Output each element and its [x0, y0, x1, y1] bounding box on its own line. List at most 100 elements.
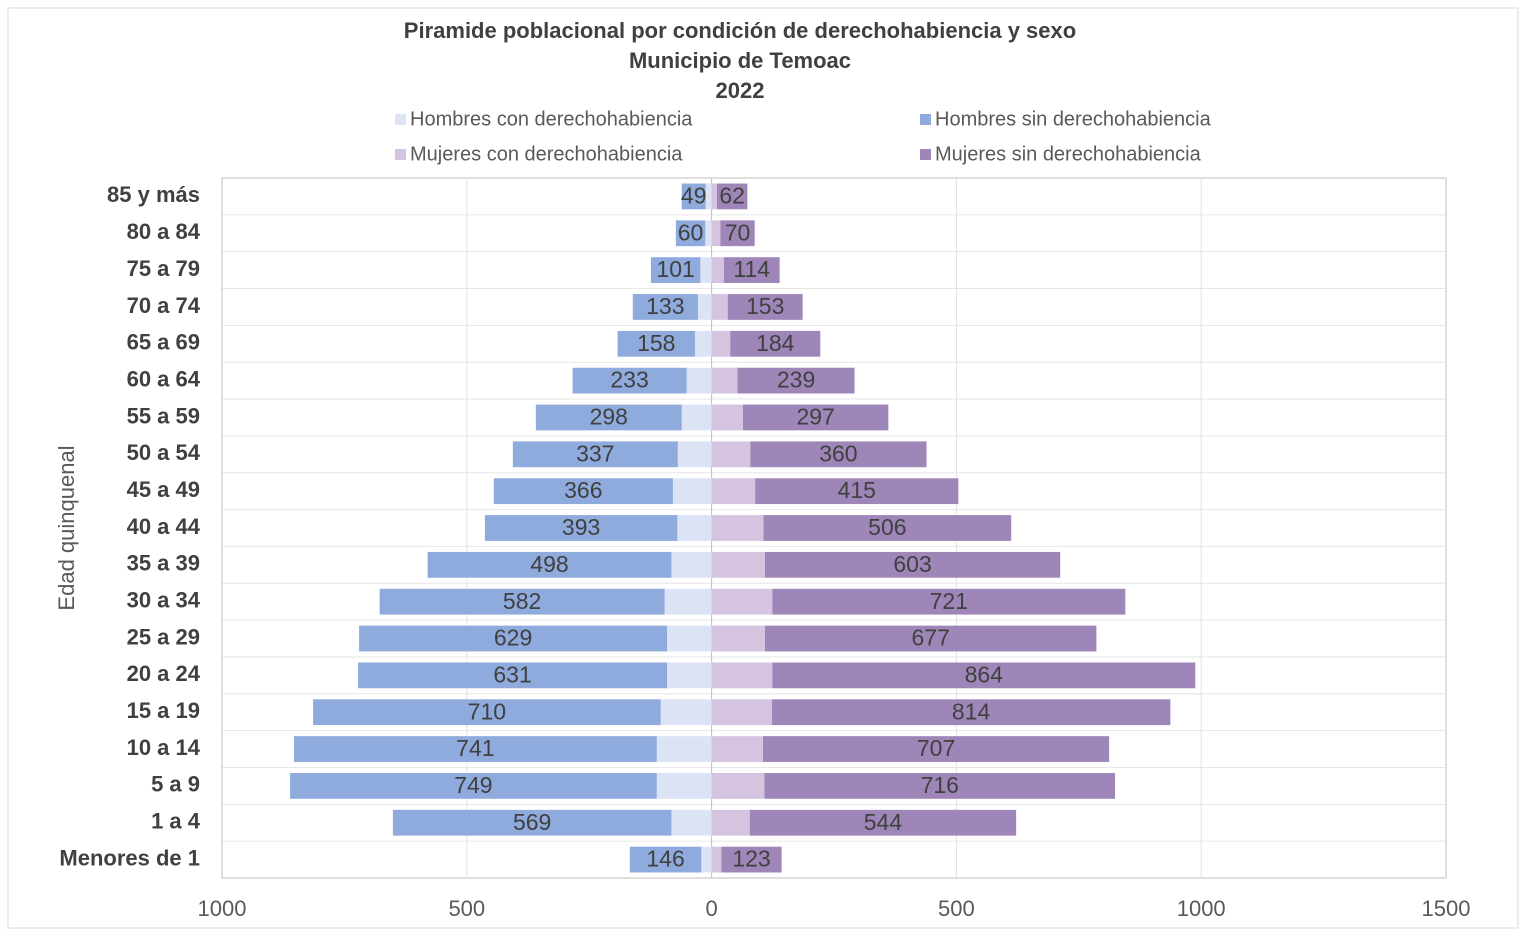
- data-label: 741: [456, 735, 494, 761]
- data-label: 60: [678, 219, 704, 245]
- x-tick-label: 500: [938, 896, 975, 921]
- y-tick-label: 55 a 59: [127, 403, 200, 428]
- bar: [723, 257, 780, 283]
- bar: [701, 846, 712, 873]
- bar: [711, 257, 724, 283]
- bar: [293, 736, 657, 762]
- bar: [772, 662, 1196, 689]
- x-tick-label: 0: [705, 896, 717, 921]
- bar: [716, 183, 748, 210]
- x-tick-label: 500: [448, 896, 485, 921]
- y-tick-label: 80 a 84: [127, 219, 201, 244]
- data-label: 677: [912, 625, 950, 651]
- bar: [711, 588, 773, 615]
- bar: [711, 662, 773, 689]
- bar: [764, 625, 1097, 652]
- data-label: 716: [921, 772, 959, 798]
- bar: [764, 773, 1116, 799]
- bar: [730, 330, 821, 357]
- bar: [721, 846, 782, 873]
- y-tick-label: Menores de 1: [59, 845, 200, 870]
- data-label: 123: [732, 846, 770, 872]
- y-tick-label: 10 a 14: [127, 735, 201, 760]
- data-label: 721: [930, 588, 968, 614]
- y-tick-label: 40 a 44: [127, 514, 201, 539]
- bar: [660, 699, 712, 726]
- y-tick-label: 5 a 9: [151, 772, 200, 797]
- bar: [711, 294, 728, 320]
- bar: [711, 515, 764, 541]
- bar: [764, 551, 1061, 578]
- data-label: 393: [562, 514, 600, 540]
- bar: [632, 294, 698, 320]
- bar: [656, 773, 712, 799]
- bar: [359, 625, 668, 652]
- bar: [711, 330, 731, 357]
- data-label: 544: [864, 809, 903, 835]
- bar: [672, 478, 712, 505]
- data-label: 49: [681, 182, 707, 208]
- y-axis-label: Edad quinquenal: [54, 445, 79, 610]
- bar: [737, 367, 855, 394]
- bar: [493, 478, 673, 505]
- bar: [763, 736, 1110, 762]
- y-tick-label: 50 a 54: [127, 440, 201, 465]
- bar: [711, 551, 765, 578]
- legend-label: Hombres con derechohabiencia: [410, 108, 693, 130]
- y-tick-label: 1 a 4: [151, 809, 201, 834]
- bar: [711, 809, 750, 836]
- bar: [711, 441, 751, 468]
- x-tick-label: 1000: [1177, 896, 1226, 921]
- y-tick-label: 30 a 34: [127, 587, 201, 612]
- bar: [650, 257, 701, 283]
- data-label: 603: [893, 551, 931, 577]
- bar: [681, 404, 712, 431]
- data-label: 153: [746, 293, 784, 319]
- data-label: 629: [494, 625, 532, 651]
- data-label: 498: [530, 551, 568, 577]
- data-label: 133: [646, 293, 684, 319]
- y-tick-label: 70 a 74: [127, 293, 201, 318]
- bar: [749, 809, 1017, 836]
- data-label: 710: [468, 698, 506, 724]
- bar: [535, 404, 682, 431]
- bar: [290, 773, 657, 799]
- bar: [711, 404, 743, 431]
- bar: [711, 183, 717, 210]
- legend-label: Mujeres con derechohabiencia: [410, 143, 683, 165]
- chart-year: 2022: [716, 78, 765, 103]
- bar: [727, 294, 803, 320]
- data-label: 707: [917, 735, 955, 761]
- bar: [671, 551, 712, 578]
- chart-border: [7, 7, 1519, 929]
- legend-swatch: [395, 114, 406, 125]
- bar: [711, 220, 721, 247]
- bar: [700, 257, 712, 283]
- data-label: 569: [513, 809, 551, 835]
- data-label: 184: [756, 330, 795, 356]
- x-tick-label: 1500: [1422, 896, 1471, 921]
- y-tick-label: 15 a 19: [127, 698, 200, 723]
- bar: [711, 773, 765, 799]
- bar: [392, 809, 672, 836]
- bar: [677, 515, 712, 541]
- legend-label: Hombres sin derechohabiencia: [935, 108, 1212, 130]
- bar: [484, 515, 678, 541]
- data-label: 297: [796, 404, 834, 430]
- bar: [379, 588, 665, 615]
- bar: [667, 625, 712, 652]
- bar: [313, 699, 661, 726]
- data-label: 631: [493, 661, 531, 687]
- y-tick-label: 85 y más: [107, 182, 200, 207]
- bar: [711, 846, 722, 873]
- data-label: 582: [503, 588, 541, 614]
- data-label: 415: [838, 477, 876, 503]
- bar: [720, 220, 755, 247]
- data-label: 298: [590, 404, 628, 430]
- bar: [711, 478, 756, 505]
- legend-label: Mujeres sin derechohabiencia: [935, 143, 1202, 165]
- data-label: 506: [868, 514, 906, 540]
- bar: [705, 183, 712, 210]
- bar: [681, 183, 706, 210]
